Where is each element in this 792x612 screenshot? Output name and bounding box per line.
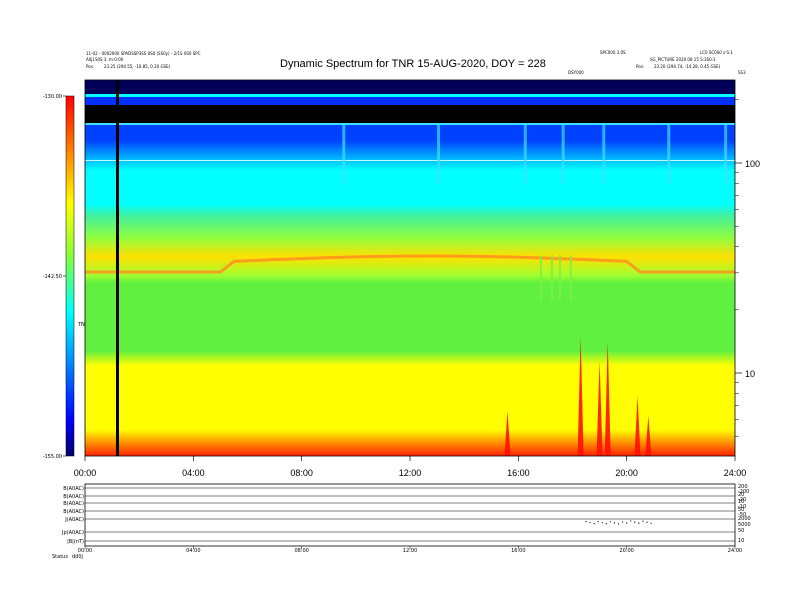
panel2-dot: [630, 520, 632, 522]
panel2-row-label: B(A0AC): [63, 486, 84, 492]
panel2-dot: [609, 521, 612, 523]
panel2-x-tick-label: 16:00: [511, 548, 525, 554]
header-left-line1: 11-02 - 0002000 SPADSSP3SS 0S0 (SS0y) - …: [86, 51, 201, 56]
panel2-x-tick-label: 24:00: [728, 548, 742, 554]
header-right-line2: SG_PICTURE 2020 08 15 S:3S0:3: [650, 57, 716, 62]
spectrum-background: [85, 80, 735, 456]
panel2-row-label: J(A0AC): [64, 517, 84, 523]
panel2-right-label: 200: [738, 484, 748, 490]
header-right-line3-value: 23.20 (294.74, -14.28, 0.45 GSE): [654, 64, 721, 69]
panel2-right-label: -20: [738, 497, 746, 503]
radio-burst: [577, 336, 584, 456]
panel2-dot: [638, 522, 640, 524]
panel2-row-label: B(A0AC): [63, 509, 84, 515]
cyan-streak: [437, 125, 441, 185]
panel2-row-label: B(A0AC): [63, 494, 84, 500]
panel2-dot: [617, 523, 620, 525]
panel2-dot: [626, 522, 628, 524]
green-dip: [550, 255, 553, 300]
cyan-streak: [342, 125, 346, 185]
panel2-right-label: 5000: [738, 522, 751, 528]
header-left-line3-value: 23.25 (294.55, -10.85, 0.20 GSE): [104, 64, 171, 69]
colorbar-tick-label: -130.00: [43, 94, 62, 100]
cyan-streak: [602, 125, 606, 185]
x-tick-label: 12:00: [399, 468, 422, 478]
green-dip: [569, 255, 572, 300]
header-mid-small: DSY000: [568, 70, 584, 75]
radio-burst: [604, 341, 611, 456]
panel2-dot: [585, 520, 587, 523]
header-left-line3-label: Pos:: [86, 64, 95, 69]
panel2-right-label: -10: [738, 504, 746, 510]
green-dip: [558, 255, 561, 300]
panel2-dot: [597, 521, 599, 523]
header-right-top-right: LC0 SC0S0 s:S:1: [700, 50, 733, 55]
panel2-row-label: |B|(nT): [67, 539, 84, 545]
panel2-x-tick-label: 00:00: [78, 548, 92, 554]
header-right-top-left: SPC000 3.0S: [600, 50, 626, 55]
band-upper-blue: [85, 97, 735, 105]
panel2-dot: [642, 520, 644, 522]
band-top-dark: [85, 80, 735, 94]
panel2-dot: [613, 522, 616, 524]
panel2-dot: [593, 523, 595, 525]
panel2-frame: [84, 483, 736, 547]
spectrum-ridge: [85, 254, 735, 274]
panel2-dot: [650, 522, 652, 524]
panel2-dot: [605, 523, 607, 525]
header-right-line3-label: Pos:: [636, 64, 645, 69]
panel2-dot: [589, 521, 591, 524]
band-black: [85, 105, 735, 123]
panel2-footer-label: Status: [52, 554, 68, 560]
colorbar-tick-label: -155.00: [43, 454, 62, 460]
panel2-dot: [622, 521, 624, 523]
header-corner-small: SS3: [738, 70, 746, 75]
colorbar-tick-label: -142.50: [43, 274, 62, 280]
colorbar-label: TNR: [77, 322, 89, 328]
panel2-row-label: B(A0AC): [63, 501, 84, 507]
y-tick-label: 10: [745, 369, 755, 379]
radio-burst: [645, 416, 652, 456]
green-dip: [540, 255, 542, 300]
x-tick-label: 24:00: [724, 468, 747, 478]
cyan-streak: [667, 125, 671, 185]
panel2-dot: [634, 521, 636, 523]
panel2-right-label: 50: [738, 528, 744, 534]
panel2-right-label: 50: [738, 507, 744, 513]
x-tick-label: 00:00: [74, 468, 97, 478]
y-tick-label: 100: [745, 159, 760, 169]
cyan-streak: [724, 125, 728, 185]
panel2-right-label: 10: [738, 538, 744, 544]
cyan-streak: [523, 125, 527, 185]
panel2-x-tick-label: 08:00: [294, 548, 308, 554]
panel2-dot: [646, 521, 648, 523]
band-white-line: [85, 160, 735, 161]
radio-burst: [504, 411, 511, 456]
header-left-line2: A0j1S0S 3 :m:0:00: [86, 57, 124, 62]
panel2-right-label: -200: [738, 489, 749, 495]
panel2-x-tick-label: 04:00: [186, 548, 200, 554]
panel2-x-tick-label: 20:00: [619, 548, 633, 554]
panel2-right-label: 20: [738, 492, 744, 498]
panel2-row-label: Jp(A0AC): [61, 530, 84, 536]
panel2-x-tick-label: 12:00: [403, 548, 417, 554]
x-tick-label: 08:00: [290, 468, 313, 478]
panel2-footer-value: dd0j: [72, 554, 83, 560]
x-tick-label: 16:00: [507, 468, 530, 478]
chart-title: Dynamic Spectrum for TNR 15-AUG-2020, DO…: [280, 58, 546, 70]
panel2-right-label: 10: [738, 499, 744, 505]
radio-burst: [634, 396, 641, 456]
colorbar: [65, 95, 75, 457]
radio-burst: [596, 361, 603, 456]
cyan-streak: [561, 125, 565, 185]
x-tick-label: 20:00: [615, 468, 638, 478]
band-cyan-line-1: [85, 94, 735, 97]
panel2-right-label: -50: [738, 512, 746, 518]
panel2-right-label: 2000: [738, 516, 751, 522]
x-tick-label: 04:00: [182, 468, 205, 478]
panel2-dot: [601, 522, 603, 524]
band-cyan-line-2: [85, 123, 735, 125]
